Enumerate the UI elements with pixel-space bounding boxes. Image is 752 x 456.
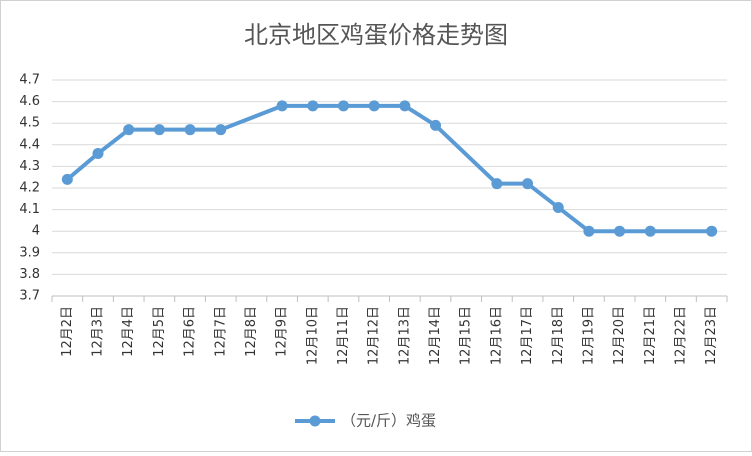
- chart-title: 北京地区鸡蛋价格走势图: [244, 21, 508, 49]
- x-tick-label: 12月22日: [673, 306, 688, 365]
- data-point: [706, 225, 718, 237]
- data-point: [184, 124, 196, 136]
- data-point: [61, 173, 73, 185]
- y-tick-label: 4.7: [19, 73, 40, 88]
- x-tick-label: 12月21日: [643, 306, 658, 365]
- y-tick-label: 3.9: [19, 245, 40, 260]
- x-tick-label: 12月19日: [581, 306, 596, 365]
- x-tick-label: 12月13日: [397, 306, 412, 365]
- x-tick-label: 12月7日: [213, 306, 228, 357]
- data-point: [399, 100, 411, 112]
- x-tick-label: 12月16日: [489, 306, 504, 365]
- gap-connector: [218, 103, 285, 132]
- x-tick-label: 12月14日: [428, 306, 443, 365]
- data-point: [153, 124, 165, 136]
- gap-connector: [433, 123, 499, 186]
- y-tick-label: 3.7: [19, 289, 40, 304]
- y-tick-label: 4.1: [19, 202, 40, 217]
- data-point: [215, 124, 227, 136]
- data-point: [92, 147, 104, 159]
- x-tick-label: 12月20日: [612, 306, 627, 365]
- x-tick-label: 12月6日: [183, 306, 198, 357]
- x-tick-label: 12月8日: [244, 306, 259, 357]
- data-point: [614, 225, 626, 237]
- y-tick-label: 4.2: [19, 181, 40, 196]
- legend-marker: [309, 415, 321, 427]
- x-tick-label: 12月17日: [520, 306, 535, 365]
- data-point: [307, 100, 319, 112]
- data-point: [583, 225, 595, 237]
- x-tick-label: 12月11日: [336, 306, 351, 365]
- x-tick-label: 12月18日: [551, 306, 566, 365]
- data-point: [430, 119, 442, 131]
- data-point: [522, 178, 534, 190]
- y-tick-label: 4.3: [19, 159, 40, 174]
- data-point: [491, 178, 503, 190]
- x-tick-label: 12月2日: [60, 306, 75, 357]
- data-point: [368, 100, 380, 112]
- data-point: [644, 225, 656, 237]
- data-point: [123, 124, 135, 136]
- x-tick-label: 12月12日: [367, 306, 382, 365]
- data-point: [276, 100, 288, 112]
- x-tick-label: 12月3日: [91, 306, 106, 357]
- y-tick-label: 4.5: [19, 116, 40, 131]
- x-tick-label: 12月9日: [275, 306, 290, 357]
- x-tick-label: 12月15日: [459, 306, 474, 365]
- y-tick-label: 4.4: [19, 137, 40, 152]
- x-tick-label: 12月10日: [305, 306, 320, 365]
- x-tick-label: 12月5日: [152, 306, 167, 357]
- x-tick-label: 12月4日: [121, 306, 136, 357]
- y-tick-label: 3.8: [19, 267, 40, 282]
- data-point: [337, 100, 349, 112]
- legend-label: （元/斤）鸡蛋: [341, 412, 436, 430]
- x-tick-label: 12月23日: [704, 306, 719, 365]
- y-tick-label: 4.6: [19, 94, 40, 109]
- data-point: [552, 201, 564, 213]
- y-tick-label: 4: [32, 224, 40, 239]
